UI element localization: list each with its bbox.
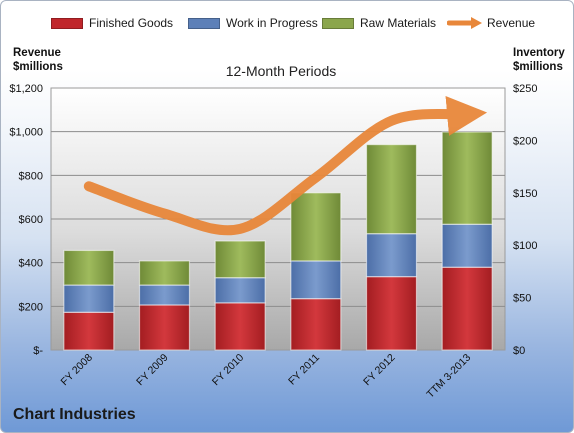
legend-label: Revenue <box>487 16 536 30</box>
bar-finished-goods <box>63 311 115 351</box>
bar-work-in-progress <box>138 284 191 306</box>
right-tick-label: $100 <box>513 240 537 252</box>
revenue-line <box>83 95 488 236</box>
right-tick-label: $0 <box>513 345 525 357</box>
bar-raw-materials <box>214 240 266 279</box>
left-axis-title: Revenue $millions <box>13 46 63 74</box>
chart-title: 12-Month Periods <box>226 63 337 79</box>
legend-raw-materials: Raw Materials <box>322 16 436 30</box>
right-axis-title-line1: Inventory <box>513 47 565 59</box>
bar-finished-goods <box>290 298 342 351</box>
category-label: TTM 3-2013 <box>424 352 473 401</box>
legend-work-in-progress: Work in Progress <box>188 16 318 30</box>
category-label: FY 2011 <box>286 352 322 388</box>
left-tick-label: $400 <box>19 258 43 270</box>
right-tick-label: $250 <box>513 83 537 95</box>
right-tick-label: $150 <box>513 188 537 200</box>
company-title: Chart Industries <box>13 406 136 423</box>
left-tick-label: $1,200 <box>9 83 43 95</box>
left-tick-label: $- <box>33 345 43 357</box>
legend-swatch-green <box>322 17 354 29</box>
legend-arrow-icon <box>447 17 482 29</box>
legend-swatch-blue <box>188 17 220 29</box>
bar-work-in-progress <box>214 277 266 304</box>
category-label: FY 2008 <box>59 352 96 389</box>
bar-work-in-progress <box>63 284 115 313</box>
bar-raw-materials <box>63 249 115 286</box>
bar-finished-goods <box>441 266 493 351</box>
category-label: FY 2009 <box>134 352 171 389</box>
right-tick-label: $50 <box>513 293 531 305</box>
bar-raw-materials <box>441 131 493 225</box>
left-tick-label: $200 <box>19 301 43 313</box>
bar-finished-goods <box>365 276 418 351</box>
left-axis-title-line1: Revenue <box>13 47 61 59</box>
legend-label: Finished Goods <box>89 16 174 30</box>
left-tick-label: $800 <box>19 170 43 182</box>
legend-swatch-red <box>51 17 83 29</box>
category-label: FY 2010 <box>210 352 247 389</box>
bar-raw-materials <box>365 143 418 235</box>
bar-work-in-progress <box>441 223 493 268</box>
bar-raw-materials <box>138 260 191 286</box>
bar-work-in-progress <box>365 233 418 278</box>
legend-label: Work in Progress <box>226 16 318 30</box>
left-axis-title-line2: $millions <box>13 61 63 73</box>
legend-finished-goods: Finished Goods <box>51 16 173 30</box>
category-label: FY 2012 <box>361 352 398 389</box>
left-tick-label: $1,000 <box>9 127 43 139</box>
bar-finished-goods <box>214 302 266 351</box>
legend-revenue: Revenue <box>447 16 535 30</box>
right-axis-title-line2: $millions <box>513 61 563 73</box>
bar-finished-goods <box>138 304 191 351</box>
bar-raw-materials <box>290 192 342 262</box>
bar-work-in-progress <box>290 260 342 300</box>
right-axis-title: Inventory $millions <box>513 46 565 74</box>
legend-label: Raw Materials <box>360 16 437 30</box>
right-tick-label: $200 <box>513 135 537 147</box>
left-tick-label: $600 <box>19 214 43 226</box>
